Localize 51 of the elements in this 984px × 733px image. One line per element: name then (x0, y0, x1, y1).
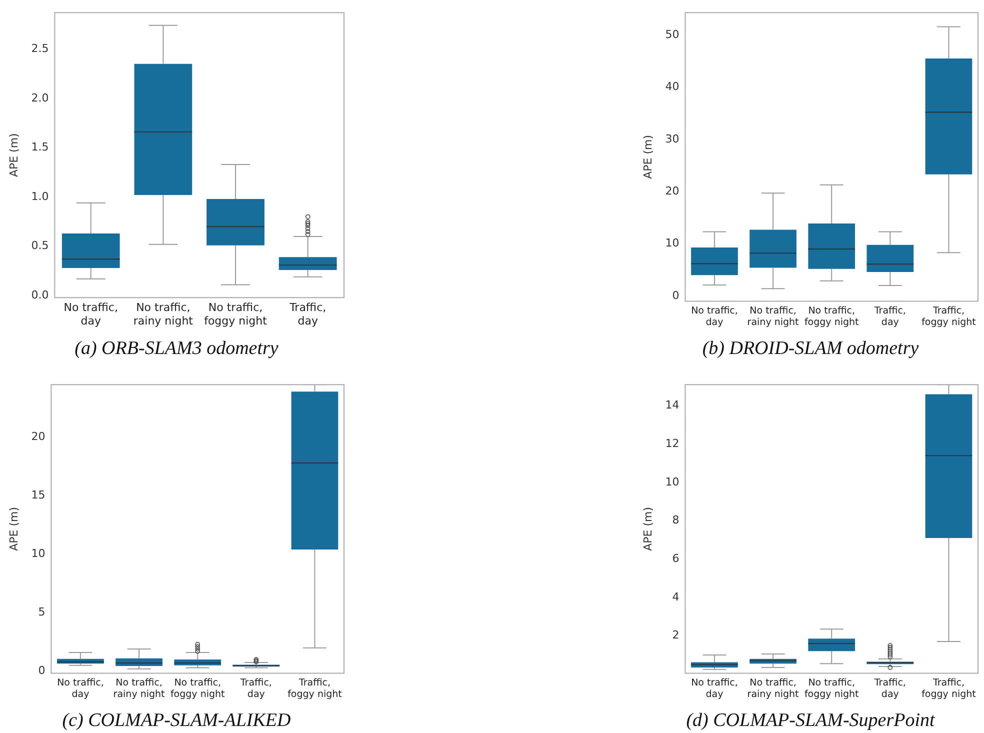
x-tick-label: No traffic, day (691, 677, 738, 700)
y-tick-label: 40 (665, 80, 680, 94)
x-tick-label: No traffic, rainy night (747, 677, 800, 700)
x-tick-label: No traffic, day (691, 305, 738, 328)
x-tick-label: No traffic, day (64, 301, 118, 328)
x-tick-label: No traffic, rainy night (133, 301, 194, 328)
y-tick-label: 2 (672, 628, 680, 642)
y-tick-label: 1.5 (31, 140, 49, 154)
y-tick-label: 14 (665, 398, 680, 412)
y-tick-label: 2.5 (31, 42, 49, 55)
x-tick-label: Traffic, day (873, 305, 906, 328)
y-tick-label: 6 (672, 552, 680, 565)
y-tick-label: 4 (672, 590, 680, 604)
x-tick-label: No traffic, foggy night (804, 305, 860, 328)
y-tick-label: 10 (665, 236, 680, 250)
y-tick-label: 20 (31, 430, 46, 444)
x-tick-label: No traffic, foggy night (804, 677, 860, 700)
x-tick-label: No traffic, rainy night (747, 305, 800, 328)
x-tick-label: No traffic, rainy night (113, 677, 166, 700)
y-axis-title: APE (m) (641, 134, 654, 179)
y-tick-label: 20 (665, 184, 680, 198)
y-axis-title: APE (m) (641, 506, 654, 551)
y-tick-label: 0.0 (31, 288, 49, 302)
x-tick-label: Traffic, day (288, 301, 326, 328)
y-tick-label: 15 (31, 488, 46, 502)
y-tick-label: 30 (665, 132, 680, 146)
y-tick-label: 0 (672, 288, 680, 302)
y-tick-label: 10 (31, 547, 46, 560)
x-tick-label: No traffic, day (57, 677, 104, 700)
x-tick-label: Traffic, foggy night (922, 677, 976, 700)
x-tick-label: Traffic, foggy night (288, 677, 342, 700)
y-tick-label: 8 (672, 514, 680, 527)
x-tick-label: No traffic, foggy night (204, 301, 268, 328)
y-tick-label: 10 (665, 475, 680, 488)
x-tick-label: No traffic, foggy night (170, 677, 226, 700)
y-tick-label: 1.0 (31, 190, 49, 203)
x-tick-label: Traffic, day (239, 677, 272, 700)
y-tick-label: 12 (665, 436, 680, 450)
y-tick-label: 0.5 (31, 239, 49, 252)
y-axis-title: APE (m) (7, 133, 20, 178)
text: (c) COLMAP-SLAM-ALIKED (61, 710, 292, 732)
text: (a) ORB-SLAM3 odometry (74, 338, 280, 360)
y-tick-label: 5 (38, 606, 46, 619)
x-tick-label: Traffic, day (873, 677, 906, 700)
text: (d) COLMAP-SLAM-SuperPoint (685, 710, 936, 732)
y-tick-label: 50 (665, 28, 680, 41)
text: (b) DROID-SLAM odometry (701, 338, 920, 360)
x-tick-label: Traffic, foggy night (922, 305, 976, 328)
y-tick-label: 2.0 (31, 91, 49, 104)
y-tick-label: 0 (38, 664, 46, 678)
y-axis-title: APE (m) (7, 506, 20, 551)
